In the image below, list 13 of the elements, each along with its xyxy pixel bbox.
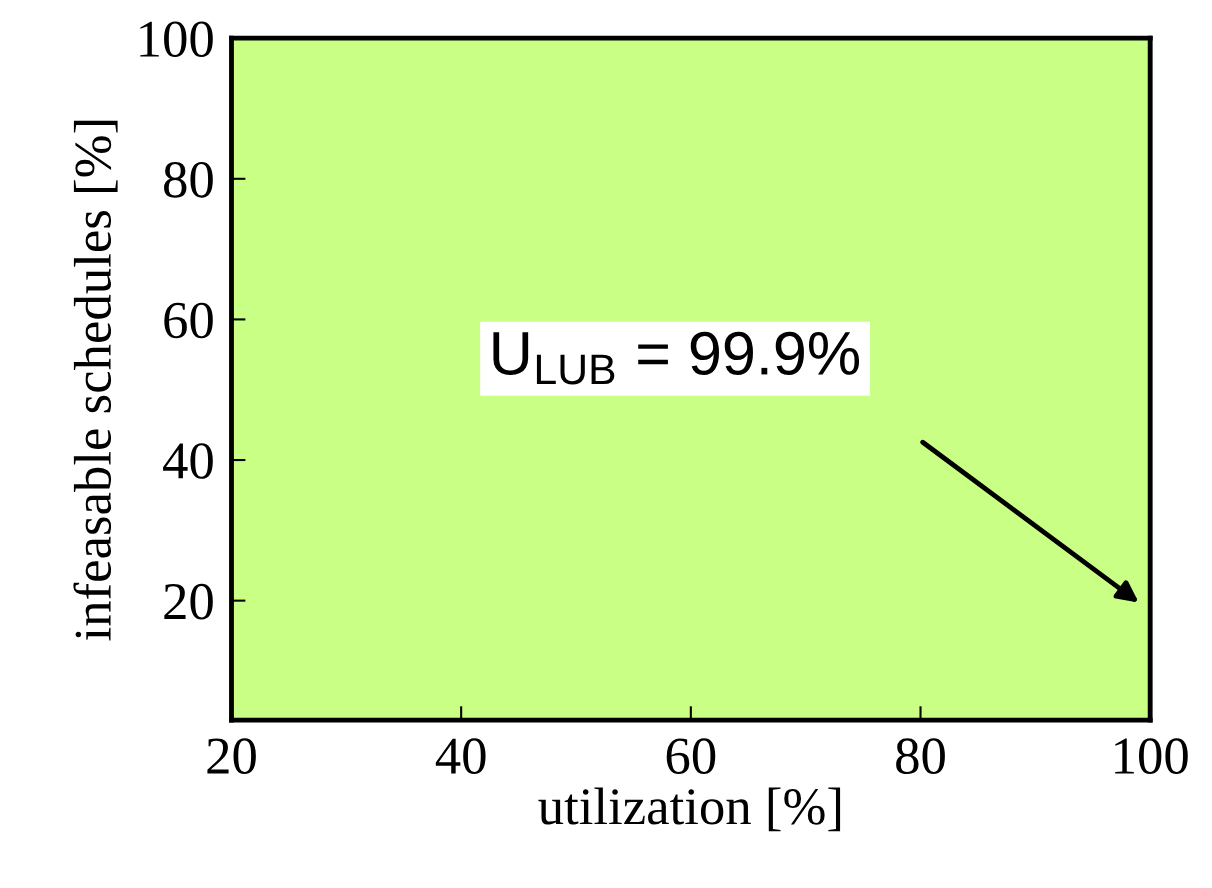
- y-tick-label: 40: [163, 443, 213, 479]
- y-tick-label: 60: [164, 302, 213, 339]
- x-tick-label: 60: [666, 738, 716, 774]
- x-tick-label: 100: [1115, 738, 1188, 774]
- y-axis-title: infeasable schedules [%]: [73, 120, 118, 641]
- y-tick-label: 20: [164, 583, 213, 620]
- x-tick-label: 40: [435, 738, 486, 774]
- x-tick-label: 80: [896, 738, 945, 774]
- y-tick-label: 100: [140, 21, 213, 58]
- y-tick-label: 80: [164, 162, 213, 198]
- annotation: U$_{LUB}$ = 99.9%: [493, 331, 859, 385]
- x-tick-label: 20: [207, 738, 256, 774]
- x-axis-title: utilization [%]: [538, 787, 841, 832]
